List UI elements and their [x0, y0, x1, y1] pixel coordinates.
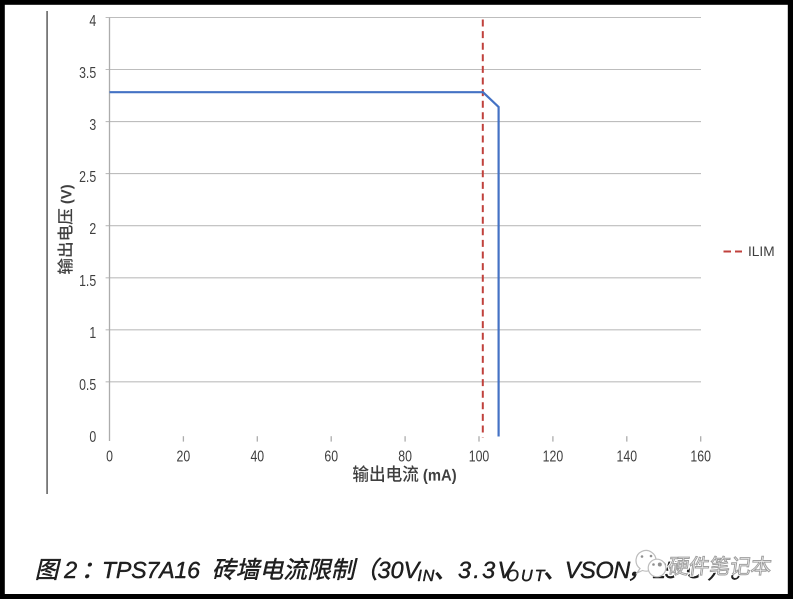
svg-text:80: 80 [398, 448, 412, 466]
svg-text:1: 1 [89, 325, 96, 343]
svg-text:40: 40 [250, 448, 264, 466]
svg-text:120: 120 [543, 448, 564, 466]
svg-text:0: 0 [106, 448, 113, 466]
svg-text:140: 140 [617, 448, 638, 466]
svg-text:2: 2 [89, 221, 96, 239]
svg-text:100: 100 [469, 448, 490, 466]
svg-text:1.5: 1.5 [79, 273, 96, 291]
svg-text:0.5: 0.5 [79, 377, 96, 395]
svg-text:ILIM: ILIM [748, 244, 775, 259]
svg-text:60: 60 [324, 448, 338, 466]
svg-text:3.5: 3.5 [79, 64, 96, 82]
svg-text:160: 160 [690, 448, 711, 466]
svg-text:0: 0 [89, 429, 96, 447]
svg-text:3: 3 [89, 116, 96, 134]
svg-text:20: 20 [177, 448, 191, 466]
svg-text:4: 4 [89, 12, 96, 30]
svg-text:2.5: 2.5 [79, 168, 96, 186]
